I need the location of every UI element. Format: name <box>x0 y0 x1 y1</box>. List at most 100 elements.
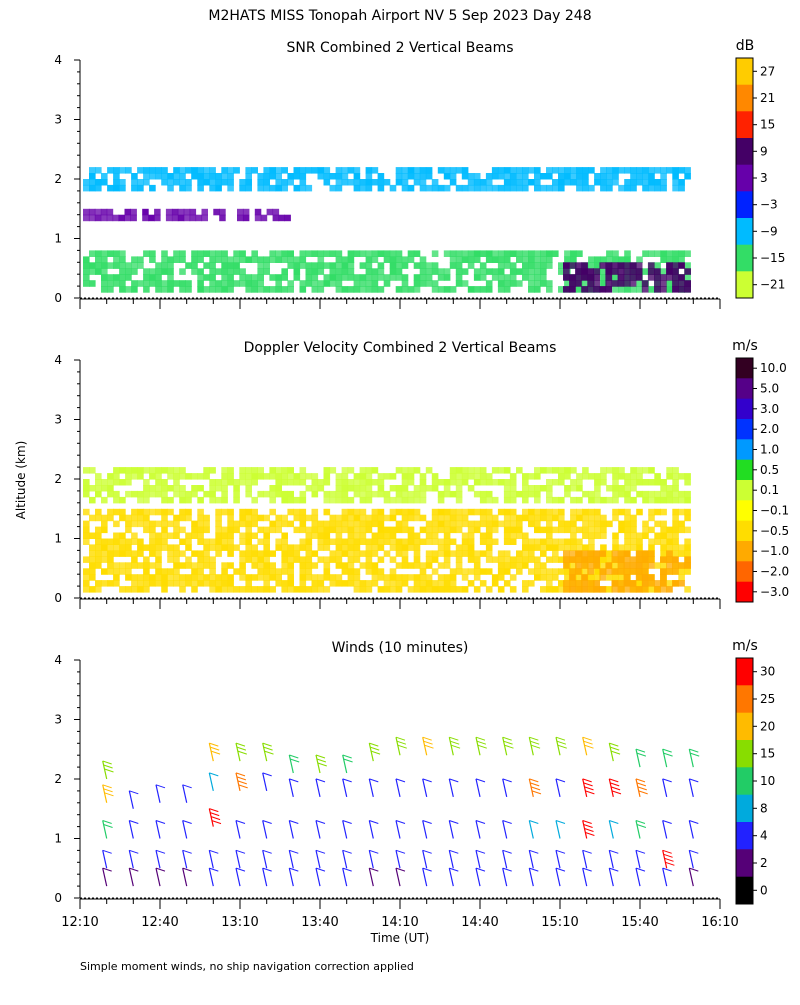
data-cell <box>221 256 228 263</box>
data-cell <box>101 556 108 563</box>
data-cell <box>359 496 367 504</box>
data-cell <box>587 580 594 587</box>
data-cell <box>305 473 313 480</box>
data-cell <box>227 473 234 480</box>
data-cell <box>272 214 280 222</box>
data-cell <box>329 556 337 563</box>
data-cell <box>600 532 607 539</box>
data-cell <box>618 574 625 581</box>
data-cell <box>522 179 529 186</box>
data-cell <box>215 250 222 257</box>
data-cell <box>635 550 643 557</box>
wind-barb-flag <box>235 867 246 872</box>
data-cell <box>227 467 234 474</box>
data-cell <box>516 514 523 522</box>
data-cell <box>522 538 529 545</box>
data-cell <box>522 479 529 486</box>
data-cell <box>437 496 445 504</box>
data-cell <box>215 280 222 287</box>
data-cell <box>165 208 173 216</box>
data-cell <box>95 526 102 534</box>
data-cell <box>185 544 192 551</box>
data-cell <box>83 274 90 281</box>
data-cell <box>443 485 451 492</box>
data-cell <box>107 490 114 498</box>
data-cell <box>617 568 625 575</box>
data-cell <box>678 262 685 269</box>
colorbar-label: −2.0 <box>760 565 789 579</box>
data-cell <box>605 262 613 269</box>
data-cell <box>449 526 457 534</box>
wind-barb-flag <box>450 740 460 745</box>
data-cell <box>593 586 600 593</box>
data-cell <box>437 550 445 557</box>
wind-barb <box>422 820 428 839</box>
data-cell <box>660 167 667 174</box>
data-cell <box>389 268 397 275</box>
wind-barb-flag <box>102 784 112 789</box>
data-cell <box>281 544 288 551</box>
data-cell <box>335 532 343 539</box>
data-cell <box>569 274 576 281</box>
colorbar-swatch <box>736 876 753 905</box>
data-cell <box>119 586 126 593</box>
data-cell <box>124 214 131 222</box>
data-cell <box>563 562 570 569</box>
wind-profile-1550 <box>662 748 675 887</box>
data-cell <box>641 562 649 569</box>
data-cell <box>113 544 120 551</box>
data-cell <box>642 490 649 498</box>
data-cell <box>203 514 210 522</box>
data-cell <box>119 256 126 263</box>
data-cell <box>455 490 463 498</box>
data-cell <box>437 562 445 569</box>
wind-barb <box>608 867 614 887</box>
data-cell <box>219 208 226 216</box>
wind-barb-flag <box>343 758 353 763</box>
data-cell <box>125 479 132 486</box>
data-cell <box>612 286 619 293</box>
wind-barb-flag <box>689 849 699 854</box>
data-cell <box>497 568 505 575</box>
data-cell <box>588 538 595 545</box>
data-cell <box>257 467 264 474</box>
data-cell <box>245 514 252 522</box>
data-cell <box>546 508 553 516</box>
data-cell <box>431 250 439 257</box>
data-cell <box>353 173 361 180</box>
data-cell <box>137 562 144 569</box>
wind-barb-flag <box>395 849 406 854</box>
data-cell <box>581 286 588 293</box>
data-cell <box>455 526 463 534</box>
data-cell <box>317 256 325 263</box>
data-cell <box>148 214 155 222</box>
data-cell <box>233 568 240 575</box>
data-cell <box>503 514 511 522</box>
wind-barb <box>128 850 134 869</box>
data-cell <box>576 526 583 534</box>
data-cell <box>588 574 595 581</box>
data-cell <box>161 544 168 551</box>
data-cell <box>179 485 186 492</box>
data-cell <box>660 526 667 534</box>
data-cell <box>522 550 529 557</box>
data-cell <box>203 580 210 587</box>
data-cell <box>630 467 637 474</box>
data-cell <box>251 550 258 557</box>
data-cell <box>365 250 373 257</box>
data-cell <box>269 562 276 569</box>
data-cell <box>155 538 162 545</box>
data-cell <box>672 532 679 539</box>
data-cell <box>473 556 481 563</box>
data-cell <box>101 280 108 287</box>
data-cell <box>317 526 325 534</box>
data-cell <box>155 479 162 486</box>
wind-barb <box>688 850 694 869</box>
data-cell <box>522 262 529 269</box>
data-cell <box>281 473 288 480</box>
data-cell <box>425 467 433 474</box>
data-cell <box>95 550 102 557</box>
data-cell <box>347 508 355 516</box>
data-cell <box>437 586 445 593</box>
